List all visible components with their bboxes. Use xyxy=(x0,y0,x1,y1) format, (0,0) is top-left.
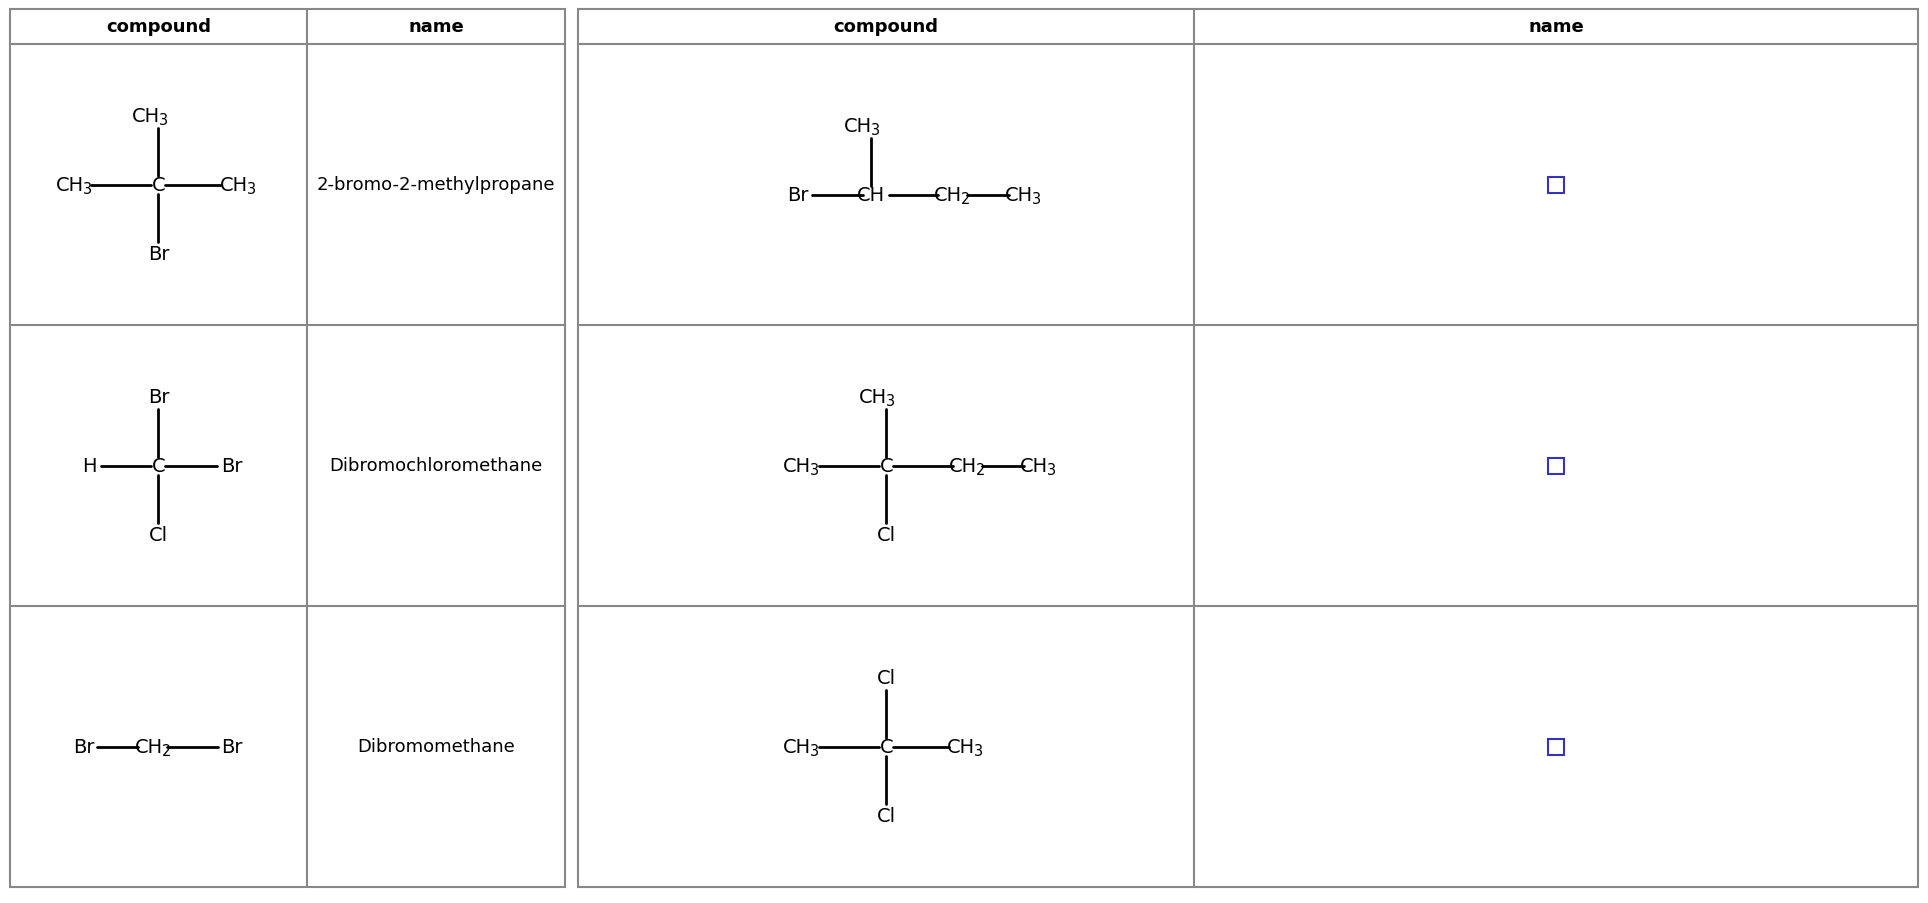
Text: Br: Br xyxy=(220,737,243,756)
Text: 2: 2 xyxy=(962,191,970,207)
Text: CH: CH xyxy=(947,737,976,756)
Text: 2: 2 xyxy=(976,462,985,478)
Bar xyxy=(10,10,565,887)
Text: CH: CH xyxy=(783,737,812,756)
Text: Br: Br xyxy=(148,387,170,406)
Text: CH: CH xyxy=(858,186,885,205)
Text: 3: 3 xyxy=(247,182,256,197)
Text: compound: compound xyxy=(833,18,939,36)
Text: Br: Br xyxy=(787,186,810,205)
Text: Br: Br xyxy=(73,737,94,756)
Text: Br: Br xyxy=(220,457,243,476)
Bar xyxy=(1548,739,1564,755)
Text: name: name xyxy=(1529,18,1585,36)
Text: C: C xyxy=(152,457,166,476)
Text: 3: 3 xyxy=(887,394,895,408)
Text: 3: 3 xyxy=(974,743,983,759)
Text: name: name xyxy=(409,18,465,36)
Text: CH: CH xyxy=(1020,457,1049,476)
Text: CH: CH xyxy=(220,176,247,195)
Text: CH: CH xyxy=(860,387,887,406)
Bar xyxy=(1548,177,1564,193)
Text: 3: 3 xyxy=(1031,191,1041,207)
Text: C: C xyxy=(152,176,166,195)
Text: 3: 3 xyxy=(83,182,93,197)
Text: CH: CH xyxy=(949,457,977,476)
Text: C: C xyxy=(879,457,893,476)
Text: Cl: Cl xyxy=(877,526,897,545)
Text: CH: CH xyxy=(844,116,871,135)
Text: H: H xyxy=(83,457,96,476)
Text: CH: CH xyxy=(56,176,83,195)
Text: 2-bromo-2-methylpropane: 2-bromo-2-methylpropane xyxy=(316,176,555,194)
Text: CH: CH xyxy=(935,186,962,205)
Text: Dibromochloromethane: Dibromochloromethane xyxy=(330,457,542,475)
Text: 3: 3 xyxy=(158,113,168,128)
Bar xyxy=(578,10,1918,887)
Text: 3: 3 xyxy=(1047,462,1057,478)
Text: CH: CH xyxy=(1004,186,1033,205)
Text: Cl: Cl xyxy=(877,806,897,825)
Text: 3: 3 xyxy=(810,462,819,478)
Text: Dibromomethane: Dibromomethane xyxy=(357,738,515,756)
Text: 3: 3 xyxy=(810,743,819,759)
Text: Cl: Cl xyxy=(148,526,168,545)
Text: CH: CH xyxy=(131,107,160,126)
Bar xyxy=(1548,458,1564,474)
Text: Cl: Cl xyxy=(877,668,897,687)
Text: CH: CH xyxy=(783,457,812,476)
Text: CH: CH xyxy=(135,737,162,756)
Text: 2: 2 xyxy=(162,743,172,759)
Text: Br: Br xyxy=(148,245,170,264)
Text: compound: compound xyxy=(106,18,210,36)
Text: C: C xyxy=(879,737,893,756)
Text: 3: 3 xyxy=(871,123,881,138)
